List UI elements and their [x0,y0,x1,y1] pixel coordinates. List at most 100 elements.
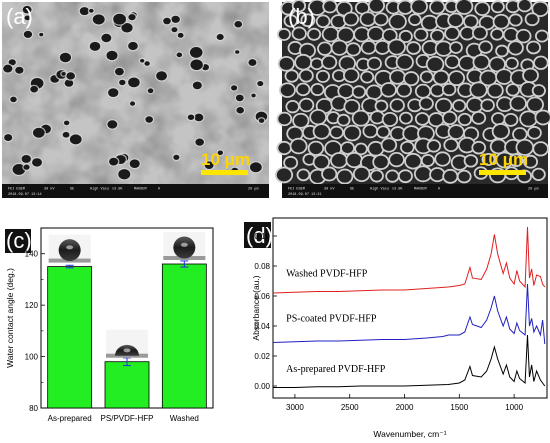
pore [371,112,384,123]
pore [468,70,482,83]
pore [436,99,451,113]
panel-label-d: (d) [246,223,273,248]
pore [397,55,413,69]
pore [187,114,195,120]
pore [376,101,387,111]
pore [428,141,440,151]
pore [278,113,291,125]
pore [481,71,496,85]
pore [381,83,396,96]
pore [331,127,343,138]
pore [472,112,485,123]
pore [322,168,336,180]
pore [421,72,432,82]
pore [391,100,404,111]
pore [173,154,180,160]
pore [357,59,369,70]
pore [21,154,31,163]
pore [285,15,297,26]
spectrum-line [272,226,546,294]
pore [464,16,477,27]
pore [318,43,331,55]
droplet-highlight [180,242,188,247]
pore [355,28,369,41]
y-tick-label: 140 [25,250,39,259]
droplet-images [48,232,206,358]
pore [309,0,325,15]
pore [317,71,329,82]
pore [312,84,323,95]
x-tick-label: 1000 [505,403,523,412]
pore [497,98,512,111]
pore [328,112,339,123]
pore [528,127,541,138]
y-tick-label: 0.02 [254,352,270,361]
pore [251,93,256,98]
pore [390,71,405,83]
pore [436,153,450,165]
pore [364,125,377,137]
pore [496,70,512,84]
pore [363,99,378,113]
pore [369,142,383,155]
sem-image-a: FEI ESEM 30 kV SE High Vacu x3.0K MAHSEM 0 20 μ… [1,2,269,198]
pore [467,44,481,57]
y-tick-label: 0.08 [254,262,270,271]
pore [467,98,482,112]
x-tick-label: Washed [170,414,199,423]
panel-label-bg-c [5,229,31,253]
pore [128,41,138,51]
pore [382,139,396,151]
x-tick-label: 2000 [396,403,414,412]
pore [492,2,504,12]
pore [140,59,145,63]
droplet [173,236,196,259]
pore [293,28,306,39]
pore [422,16,437,30]
pore [476,3,489,15]
pore [333,71,345,81]
sem-info-text: 30 kV [44,187,55,192]
pore [444,170,457,182]
pore [450,43,462,53]
x-axis-c: As-prepared PS/PVDF-HFP Washed [48,414,199,423]
y-tick-label: 0.00 [254,382,270,391]
pore [177,32,184,38]
pore [521,82,536,96]
pore [23,164,30,170]
pore [163,17,171,25]
droplet-photo [48,234,91,263]
pore [331,153,347,167]
pore [23,30,33,38]
pore [465,156,477,166]
pore [347,153,362,167]
pore [347,44,360,55]
pore [337,2,351,15]
x-axis-d: 3000 2500 2000 1500 1000 [286,394,524,412]
pore [332,16,345,28]
panel-label-b: (b) [288,4,315,29]
pore [24,15,31,21]
sem-info-date: 2018.09.07 13:21 [288,193,322,197]
pore [61,72,66,76]
pore [361,72,373,82]
pore [12,163,26,175]
pore [459,138,475,152]
scale-bar-b [479,170,526,175]
pore [520,112,536,126]
pore [285,157,297,168]
pore [354,167,369,181]
bar [104,361,150,409]
pore [101,33,112,43]
pore [459,56,475,70]
pores-a [1,4,269,181]
pore [383,113,397,126]
pore [387,171,398,181]
pore [108,88,119,97]
pore [344,126,360,140]
sem-info-text: SE [350,188,354,192]
pore [510,155,522,166]
y-axis-d: 0.00 0.02 0.04 0.06 0.08 0.10 [254,232,277,391]
pore [493,124,509,138]
y-axis-label-c: Water contact angle (deg.) [5,268,15,368]
